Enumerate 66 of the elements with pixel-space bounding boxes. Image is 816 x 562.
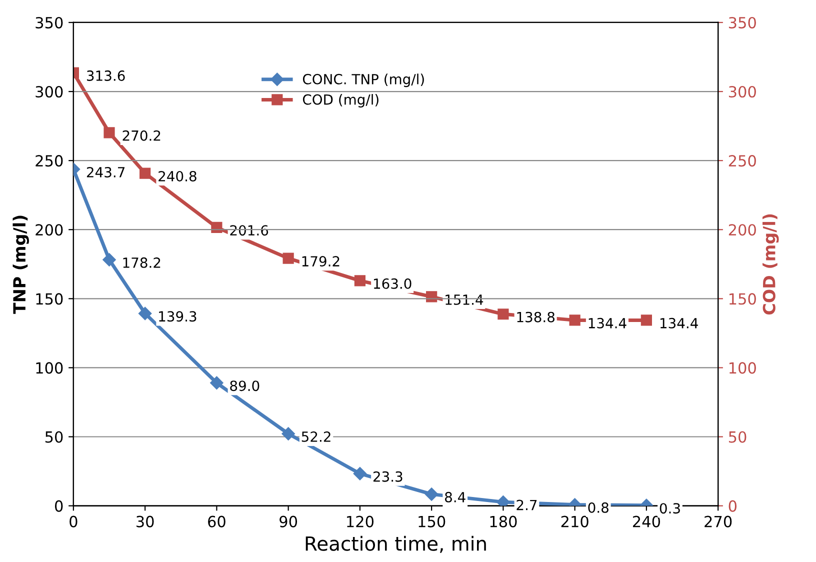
data-label: 178.2	[123, 257, 160, 268]
y2-tick-label: 200	[728, 224, 756, 236]
y-tick-label: 150	[36, 293, 63, 305]
data-label: 240.8	[158, 170, 196, 182]
point	[354, 275, 366, 286]
y2-tick-label: 0	[728, 500, 737, 512]
x-tick-label: 150	[418, 516, 446, 528]
point	[211, 222, 222, 233]
x-tick-label: 90	[280, 516, 298, 528]
data-label: 243.7	[86, 166, 125, 178]
y2-axis-title: COD (mg/l)	[762, 214, 779, 314]
data-label: 151.4	[446, 294, 484, 305]
y-tick-label: 200	[36, 224, 63, 236]
data-label: 134.4	[588, 318, 626, 328]
data-label: 313.6	[87, 70, 125, 81]
data-label: 163.0	[374, 278, 412, 289]
data-label: 8.4	[445, 492, 466, 502]
x-tick-label: 240	[632, 516, 660, 528]
data-label: 0.8	[588, 502, 608, 513]
y-tick-label: 350	[36, 16, 63, 28]
point	[210, 376, 224, 390]
y-tick-label: 50	[45, 431, 63, 443]
data-label: 270.2	[122, 130, 160, 141]
legend-label: CONC. TNP (mg/l)	[302, 74, 424, 88]
point	[424, 488, 438, 501]
point	[569, 314, 580, 326]
y2-tick-label: 150	[729, 293, 756, 305]
y-tick-label: 250	[36, 155, 63, 167]
point	[102, 253, 116, 266]
y-axis-title: TNP (mg/l)	[12, 216, 29, 314]
point	[498, 308, 509, 320]
data-label: 2.7	[516, 500, 537, 510]
y2-tick-label: 350	[728, 16, 756, 28]
point	[353, 467, 367, 480]
y2-tick-label: 250	[728, 155, 756, 167]
point	[282, 252, 294, 264]
x-axis-title: Reaction time, min	[306, 536, 486, 553]
x-tick-label: 60	[208, 516, 226, 528]
x-tick-label: 270	[704, 516, 732, 528]
x-tick-label: 180	[490, 516, 517, 528]
point	[426, 291, 438, 302]
point	[496, 495, 510, 506]
data-label: 0.3	[660, 503, 680, 514]
y-tick-label: 0	[55, 500, 63, 512]
x-tick-label: 30	[136, 516, 154, 528]
y2-tick-label: 100	[729, 362, 756, 374]
data-label: 89.0	[230, 380, 260, 392]
data-label: 138.8	[517, 312, 555, 322]
point	[104, 127, 115, 138]
data-label: 52.2	[302, 431, 330, 442]
point	[282, 427, 295, 440]
y2-tick-label: 300	[728, 86, 756, 98]
x-tick-label: 120	[347, 516, 374, 528]
point	[140, 168, 151, 179]
y2-tick-label: 50	[728, 431, 746, 443]
point	[640, 314, 652, 326]
y-tick-label: 100	[36, 362, 63, 374]
legend-label: COD (mg/l)	[302, 94, 378, 108]
data-label: 179.2	[302, 256, 340, 267]
y-tick-label: 300	[36, 86, 63, 98]
x-tick-label: 210	[561, 516, 588, 528]
data-label: 139.3	[159, 311, 196, 322]
data-label: 134.4	[660, 318, 698, 328]
x-tick-label: 0	[70, 516, 78, 528]
point	[138, 306, 152, 320]
data-label: 23.3	[373, 471, 402, 482]
